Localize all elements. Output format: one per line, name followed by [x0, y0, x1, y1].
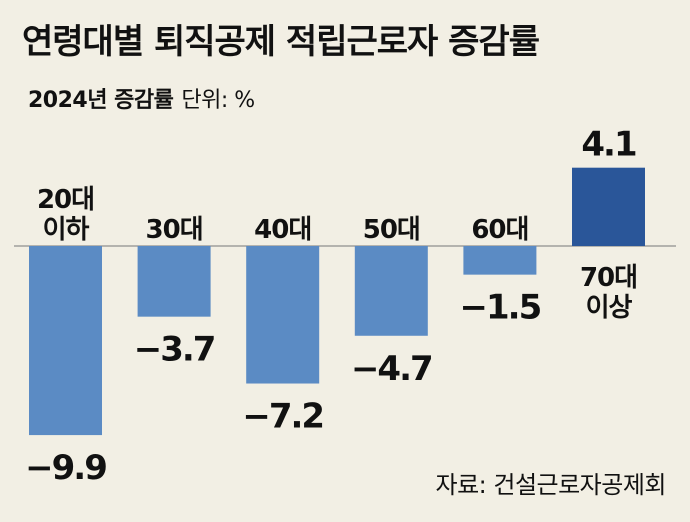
bar-1 [137, 246, 211, 317]
category-label-0-line-0: 20대 [37, 185, 94, 215]
subtitle-text: 2024년 증감률 [28, 88, 174, 113]
value-label-1: −3.7 [134, 330, 215, 370]
bar-4 [463, 246, 537, 275]
chart-subtitle: 2024년 증감률 단위: % [28, 82, 255, 114]
source-note: 자료: 건설근로자공제회 [435, 471, 666, 499]
unit-label: 단위: % [181, 88, 255, 113]
category-label-5-line-1: 이상 [586, 293, 633, 323]
category-label-0-line-1: 이하 [43, 215, 90, 245]
bar-2 [246, 246, 320, 384]
value-label-0: −9.9 [25, 448, 106, 488]
bar-3 [354, 246, 428, 336]
chart-title: 연령대별 퇴직공제 적립근로자 증감률 [22, 22, 540, 62]
category-label-4-line-0: 60대 [471, 215, 528, 245]
category-label-2-line-0: 40대 [254, 215, 311, 245]
bar-0 [29, 246, 102, 436]
category-label-5-line-0: 70대 [580, 263, 637, 293]
value-label-3: −4.7 [351, 349, 432, 389]
value-label-5: 4.1 [581, 125, 636, 165]
bar-5 [572, 167, 645, 246]
category-label-1-line-0: 30대 [146, 215, 203, 245]
value-label-2: −7.2 [242, 397, 323, 437]
category-label-3-line-0: 50대 [363, 215, 420, 245]
value-label-4: −1.5 [460, 288, 541, 328]
